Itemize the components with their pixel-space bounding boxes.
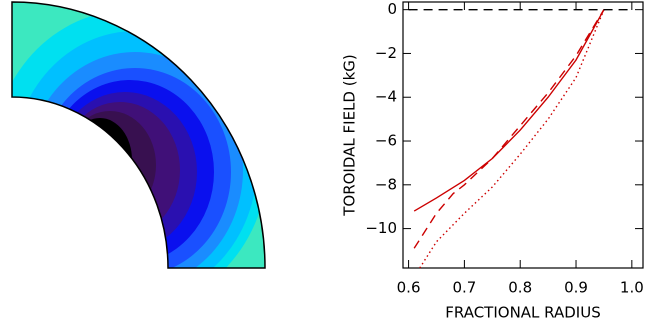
series-line [413, 9, 605, 212]
y-tick-label: −6 [375, 132, 397, 150]
x-tick-label: 1.0 [620, 279, 644, 297]
x-axis-label: FRACTIONAL RADIUS [445, 304, 600, 322]
series-line [419, 9, 605, 269]
x-tick-label: 0.7 [452, 279, 476, 297]
contour-outline [11, 1, 266, 269]
y-axis-label: TOROIDAL FIELD (kG) [341, 54, 359, 217]
plot-frame [402, 1, 644, 269]
x-tick-label: 0.8 [508, 279, 532, 297]
y-tick-label: −10 [365, 219, 397, 237]
series-line [413, 9, 605, 249]
y-tick-label: −2 [375, 44, 397, 62]
x-tick-label: 0.9 [564, 279, 588, 297]
contour-plot [12, 2, 265, 268]
x-tick-label: 0.6 [397, 279, 421, 297]
y-tick-label: −4 [375, 88, 397, 106]
y-tick-label: 0 [387, 0, 397, 18]
y-tick-label: −8 [375, 175, 397, 193]
